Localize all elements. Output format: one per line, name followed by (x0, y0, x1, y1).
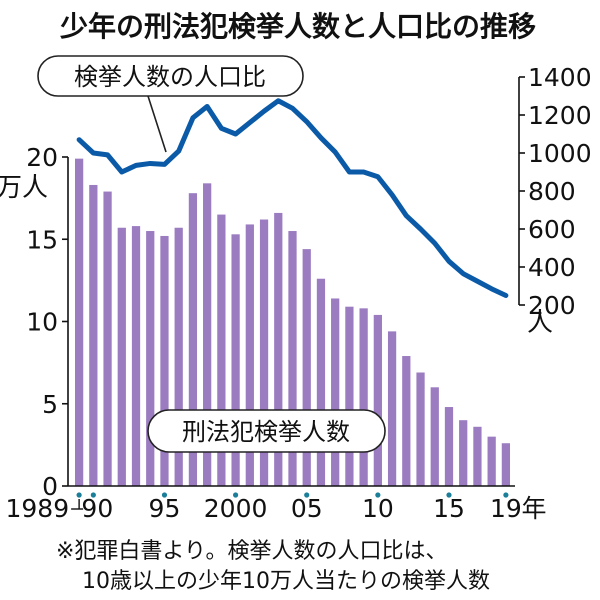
bar-1989 (74, 158, 84, 486)
chart-title: 少年の刑法犯検挙人数と人口比の推移 (60, 10, 536, 43)
bar-2005 (302, 249, 311, 486)
right-tick-label-400: 400 (528, 253, 576, 282)
x-tick-dot-1990 (90, 492, 96, 498)
x-tick-dot-2015 (446, 492, 452, 498)
bar-legend: 刑法犯検挙人数 (147, 409, 386, 453)
bar-2011 (387, 331, 397, 486)
x-tick-dot-2019 (503, 492, 509, 498)
left-axis-unit: 万人 (0, 173, 48, 203)
bar-2004 (288, 231, 297, 486)
right-tick-label-600: 600 (528, 215, 576, 244)
x-axis-unit: 年 (521, 494, 546, 523)
right-tick-label-1400: 1400 (528, 63, 592, 92)
bar-1993 (131, 226, 141, 486)
bar-1996 (174, 227, 183, 487)
bar-2006 (316, 278, 326, 486)
bar-2009 (359, 308, 368, 486)
x-tick-dot-2005 (304, 492, 310, 498)
line-legend: 検挙人数の人口比 (37, 55, 304, 153)
x-tick-dot-1989 (76, 492, 82, 498)
line-layer (76, 98, 509, 298)
bar-1990 (89, 184, 98, 486)
bar-1997 (188, 193, 198, 486)
left-tick-label-15: 15 (26, 225, 58, 254)
bar-2003 (274, 212, 283, 486)
bar-2018 (487, 436, 496, 486)
left-tick-label-10: 10 (26, 308, 58, 337)
right-tick-label-1200: 1200 (528, 101, 592, 130)
line-series (76, 98, 509, 298)
left-tick-label-20: 20 (26, 143, 58, 172)
bar-1998 (203, 183, 212, 486)
footnote-line-1: ※犯罪白書より。検挙人数の人口比は、 (56, 539, 448, 564)
bar-legend-box (147, 409, 386, 453)
bar-2017 (473, 426, 482, 486)
bar-1999 (217, 214, 226, 486)
right-tick-label-200: 200 (528, 291, 576, 320)
bars-layer (74, 158, 511, 487)
bar-2015 (444, 407, 454, 486)
x-tick-label-1995: 95 (149, 494, 181, 523)
x-tick-dot-2010 (375, 492, 381, 498)
bar-2002 (259, 219, 269, 486)
bar-2007 (331, 298, 340, 486)
bar-1991 (103, 191, 112, 487)
bar-1994 (146, 231, 155, 486)
x-tick-label-2005: 05 (291, 494, 323, 523)
bar-2010 (373, 314, 382, 486)
x-tick-label-2000: 2000 (204, 494, 268, 523)
bar-2001 (245, 224, 254, 486)
line-legend-box (37, 55, 304, 97)
right-axis-unit: 人 (527, 308, 553, 338)
x-tick-label-2015: 15 (433, 494, 465, 523)
x-tick-label-2010: 10 (362, 494, 394, 523)
bar-2016 (459, 420, 468, 486)
bar-2008 (345, 306, 354, 486)
bar-2012 (402, 356, 411, 486)
left-tick-label-0: 0 (42, 472, 58, 501)
bar-2000 (231, 234, 240, 486)
left-tick-label-5: 5 (42, 390, 58, 419)
bar-2014 (430, 387, 439, 486)
x-tick-label-1989: 1989 (5, 494, 69, 523)
bar-legend-label: 刑法犯検挙人数 (182, 418, 350, 446)
bar-1992 (117, 227, 126, 487)
bar-2019 (501, 443, 511, 486)
x-tick-dot-2000 (232, 492, 239, 498)
right-tick-label-800: 800 (528, 177, 576, 206)
line-legend-leader (147, 95, 167, 153)
x-tick-dot-1995 (161, 492, 168, 498)
x-tick-label-1990: 90 (81, 494, 113, 523)
bar-1995 (160, 235, 169, 486)
x-tick-label-2019: 19 (490, 494, 522, 523)
line-legend-label: 検挙人数の人口比 (74, 63, 266, 91)
bar-2013 (416, 372, 425, 486)
footnote-line-2: 10歳以上の少年10万人当たりの検挙人数 (82, 569, 490, 594)
right-tick-label-1000: 1000 (528, 139, 592, 168)
